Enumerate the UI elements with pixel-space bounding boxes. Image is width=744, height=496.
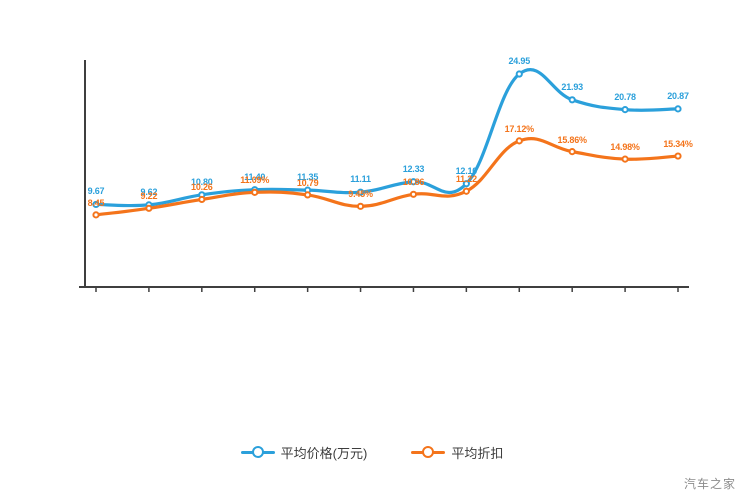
data-point-marker[interactable] [568,96,576,104]
data-point-marker[interactable] [621,106,629,114]
data-label: 11.40 [244,171,266,182]
data-point-marker[interactable] [674,105,682,113]
data-point-marker[interactable] [92,211,100,219]
data-label: 9.22 [140,191,158,202]
data-label: 17.12% [504,123,535,134]
data-label: 10.26 [191,182,213,193]
data-point-marker[interactable] [515,70,523,78]
data-label: 10.79 [296,177,319,188]
data-point-marker[interactable] [515,137,523,145]
legend-item-average-price[interactable]: 平均价格(万元) [240,443,368,462]
legend-marker-icon-orange [411,445,446,459]
data-label: 21.93 [561,81,583,92]
data-point-marker[interactable] [409,178,418,186]
x-axis-ticks [95,287,679,292]
data-label: 9.45% [348,189,373,200]
data-point-marker[interactable] [462,180,470,188]
data-label: 24.95 [508,56,531,67]
data-label: 11.09% [240,175,270,186]
data-label: 11.22 [455,174,477,185]
chart-legend: 平均价格(万元) 平均折扣 [0,438,744,466]
axes-group [79,60,689,292]
data-point-marker[interactable] [356,202,365,210]
data-point-marker[interactable] [304,191,312,199]
data-point-marker[interactable] [621,155,629,163]
legend-label-average-discount: 平均折扣 [451,445,504,461]
data-point-marker[interactable] [92,200,100,209]
data-label: 12.33 [402,163,425,174]
data-point-marker[interactable] [251,188,259,196]
data-point-marker[interactable] [198,195,206,204]
data-point-marker[interactable] [145,204,153,212]
data-label: 15.86% [557,134,588,145]
legend-label-average-price: 平均价格(万元) [280,445,368,461]
data-label: 9.62 [140,186,158,197]
data-label: 14.98% [610,142,640,153]
data-label: 9.67 [87,186,105,197]
data-label: 11.11 [350,174,371,185]
data-point-marker[interactable] [409,190,418,198]
legend-marker-icon-blue [240,445,275,459]
data-markers-layer [92,70,682,219]
data-label: 20.87 [667,90,689,101]
data-point-marker[interactable] [462,187,470,195]
watermark-autohome: 汽车之家 [683,477,736,491]
series-line-average-discount [94,137,680,217]
data-point-marker[interactable] [674,152,682,160]
data-label: 8.45 [87,197,105,208]
data-label: 20.78 [614,91,636,102]
data-point-marker[interactable] [356,188,365,196]
data-label: 12.10 [455,165,478,176]
data-label: 15.34% [663,139,693,150]
data-label: 11.35 [297,172,319,183]
data-label: 10.86 [402,177,425,188]
data-label: 10.80 [191,176,213,187]
data-point-marker[interactable] [568,148,576,156]
legend-item-average-discount[interactable]: 平均折扣 [411,443,503,462]
